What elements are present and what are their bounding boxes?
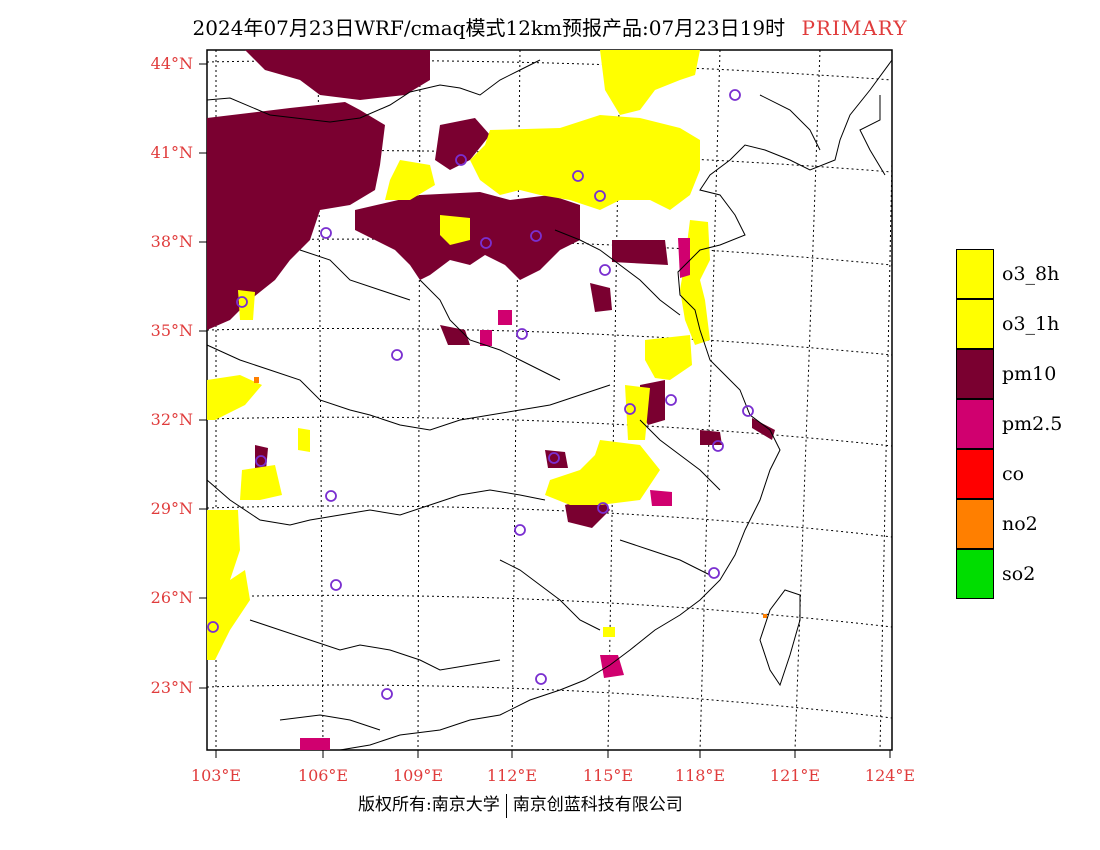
- lat-label-38: 38°N: [150, 232, 193, 251]
- title-main: 2024年07月23日WRF/cmaq模式12km预报产品:07月23日19时: [192, 16, 786, 40]
- map-title: 2024年07月23日WRF/cmaq模式12km预报产品:07月23日19时 …: [0, 12, 1100, 41]
- lon-label-112: 112°E: [486, 766, 538, 785]
- legend-label-pm10: pm10: [1002, 363, 1057, 385]
- title-tag: PRIMARY: [801, 16, 908, 40]
- copyright-footer: 版权所有:南京大学 南京创蓝科技有限公司: [358, 790, 683, 818]
- footer-left: 版权所有:南京大学: [358, 795, 500, 815]
- legend-label-so2: so2: [1002, 563, 1036, 585]
- legend-item-no2: no2: [956, 498, 1062, 549]
- lat-label-41: 41°N: [150, 143, 193, 162]
- legend-swatch-o3-8h: [956, 248, 994, 299]
- lat-label-35: 35°N: [150, 321, 193, 340]
- axis-ticks: [199, 63, 891, 758]
- legend-item-o3-1h: o3_1h: [956, 298, 1062, 349]
- lat-label-26: 26°N: [150, 588, 193, 607]
- footer-separator: [505, 793, 507, 818]
- boundaries: [206, 59, 893, 751]
- legend-item-so2: so2: [956, 548, 1062, 599]
- lon-label-109: 109°E: [392, 766, 444, 785]
- legend-label-o3-8h: o3_8h: [1002, 263, 1060, 285]
- station-markers: [207, 89, 754, 700]
- legend-label-no2: no2: [1002, 513, 1038, 535]
- lat-label-29: 29°N: [150, 499, 193, 518]
- legend-item-co: co: [956, 448, 1062, 499]
- lon-label-124: 124°E: [864, 766, 916, 785]
- lon-label-115: 115°E: [582, 766, 634, 785]
- o3-areas: [207, 50, 710, 660]
- lat-label-44: 44°N: [150, 54, 193, 73]
- legend-label-pm25: pm2.5: [1002, 413, 1063, 435]
- legend-item-pm25: pm2.5: [956, 398, 1063, 449]
- lon-label-106: 106°E: [297, 766, 349, 785]
- lon-label-118: 118°E: [674, 766, 726, 785]
- lat-label-23: 23°N: [150, 678, 193, 697]
- lat-label-32: 32°N: [150, 410, 193, 429]
- legend-swatch-so2: [956, 548, 994, 599]
- lon-label-121: 121°E: [769, 766, 821, 785]
- legend-item-o3-8h: o3_8h: [956, 248, 1062, 299]
- lon-label-103: 103°E: [190, 766, 242, 785]
- legend: o3_8h o3_1h pm10 pm2.5 co no2 so2: [956, 248, 1063, 599]
- legend-item-pm10: pm10: [956, 348, 1062, 399]
- legend-swatch-pm25: [956, 398, 994, 449]
- pm10-areas: [207, 50, 775, 528]
- legend-swatch-o3-1h: [956, 298, 994, 349]
- legend-swatch-pm10: [956, 348, 994, 399]
- legend-swatch-no2: [956, 498, 994, 549]
- legend-swatch-co: [956, 448, 994, 499]
- footer-right: 南京创蓝科技有限公司: [512, 795, 683, 815]
- legend-label-co: co: [1002, 463, 1025, 485]
- legend-label-o3-1h: o3_1h: [1002, 313, 1060, 335]
- pm25-areas: [300, 238, 690, 750]
- no2-areas: [254, 377, 767, 618]
